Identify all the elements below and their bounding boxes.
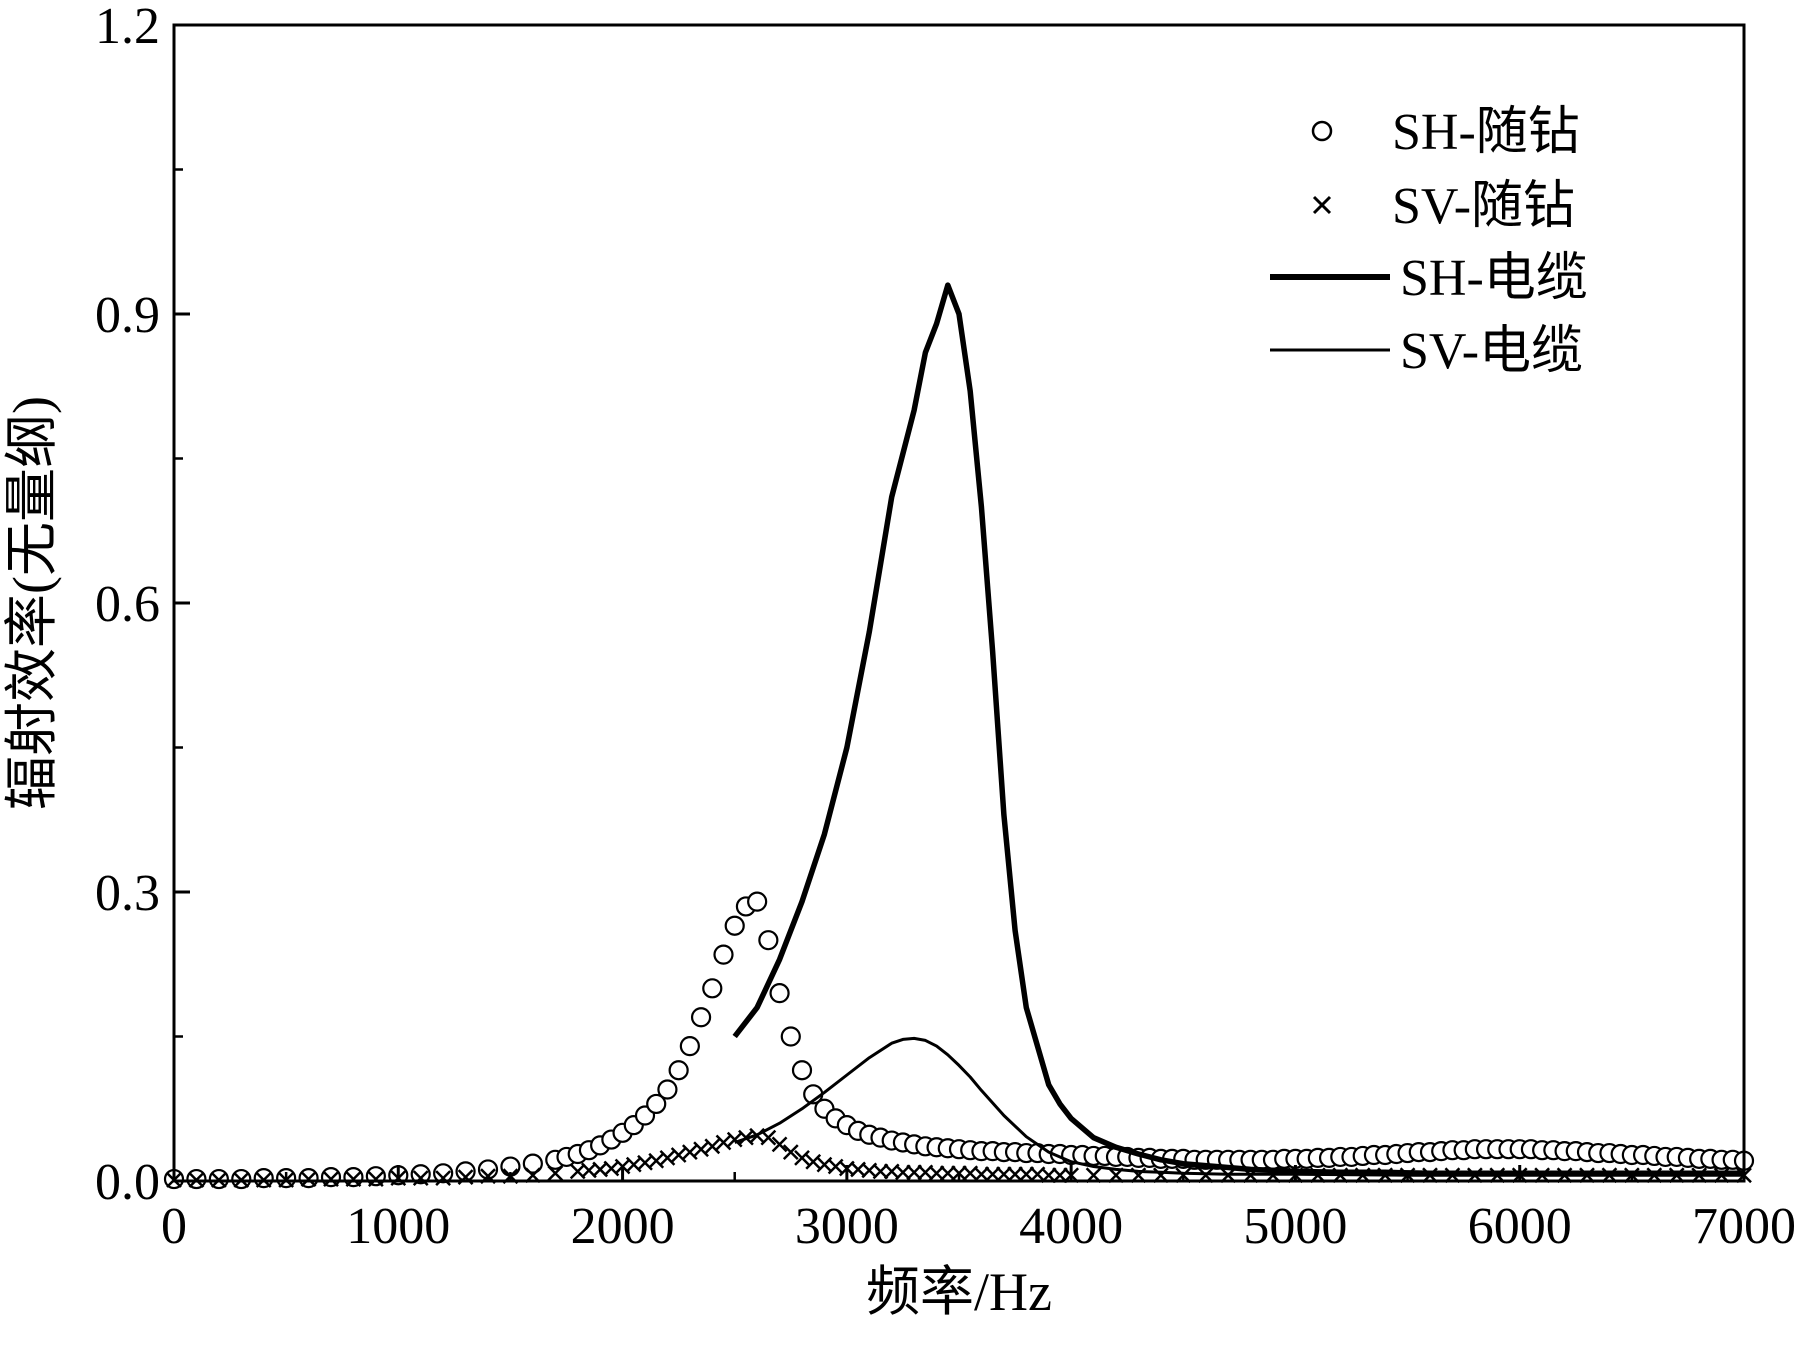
data-point — [1018, 1166, 1035, 1183]
data-point — [670, 1147, 687, 1163]
data-point — [345, 1171, 362, 1187]
legend-marker-sv-drilling — [1312, 195, 1332, 215]
data-point — [679, 1036, 700, 1057]
data-point — [412, 1170, 429, 1186]
legend-label-sv-drilling: SV-随钻 — [1392, 178, 1575, 235]
data-point — [704, 1138, 721, 1155]
series-line — [734, 1036, 1744, 1177]
data-point — [1007, 1166, 1023, 1183]
data-point — [973, 1166, 990, 1183]
y-tick-label: 0.0 — [95, 1154, 160, 1211]
legend-label-sh-drilling: SH-随钻 — [1392, 104, 1580, 161]
plot-marks — [163, 282, 1755, 1190]
x-tick-label: 4000 — [1019, 1198, 1123, 1255]
legend: SH-随钻 SV-随钻 SH-电缆 SV-电缆 — [1270, 104, 1588, 380]
data-point — [769, 983, 790, 1004]
y-tick-label: 0.3 — [95, 865, 160, 922]
data-point — [320, 1167, 342, 1188]
data-point — [906, 1164, 923, 1181]
x-tick-label: 7000 — [1692, 1198, 1796, 1255]
data-point — [300, 1171, 317, 1187]
data-point — [984, 1166, 1001, 1183]
x-tick-label: 6000 — [1468, 1198, 1572, 1255]
y-axis-ticks: 0.0 0.3 0.6 0.9 1.2 — [95, 0, 190, 1211]
data-point — [659, 1149, 676, 1166]
y-tick-label: 0.9 — [95, 287, 160, 344]
x-tick-label: 1000 — [346, 1198, 450, 1255]
data-point — [715, 1134, 732, 1151]
data-point — [668, 1060, 689, 1081]
data-point — [702, 978, 723, 999]
data-point — [805, 1153, 822, 1170]
data-point — [928, 1165, 945, 1182]
x-tick-label: 3000 — [795, 1198, 899, 1255]
data-point — [782, 1144, 799, 1160]
x-axis-title: 频率/Hz — [866, 1262, 1052, 1322]
data-point — [367, 1171, 384, 1187]
series-sv-cable — [734, 1036, 1744, 1177]
data-point — [693, 1141, 709, 1158]
data-point — [724, 915, 745, 936]
x-tick-label: 0 — [161, 1198, 187, 1255]
data-point — [646, 1093, 667, 1115]
data-point — [747, 891, 768, 912]
data-point — [791, 1060, 813, 1081]
data-point — [343, 1167, 364, 1188]
y-tick-label: 1.2 — [95, 0, 160, 55]
legend-label-sh-cable: SH-电缆 — [1400, 250, 1588, 307]
series-sh-cable — [732, 282, 1744, 1177]
data-point — [794, 1149, 810, 1166]
y-tick-label: 0.6 — [95, 576, 160, 633]
data-point — [771, 1136, 788, 1153]
data-point — [895, 1164, 911, 1181]
data-point — [410, 1164, 431, 1185]
series-sh-drilling — [163, 891, 1755, 1190]
data-point — [713, 944, 734, 965]
data-point — [323, 1171, 339, 1187]
data-point — [681, 1144, 698, 1160]
data-point — [758, 930, 779, 951]
data-point — [690, 1007, 712, 1028]
legend-marker-sh-drilling — [1311, 120, 1333, 142]
data-point — [477, 1159, 499, 1180]
series-line — [732, 282, 1744, 1177]
legend-label-sv-cable: SV-电缆 — [1400, 323, 1583, 380]
x-tick-label: 2000 — [571, 1198, 675, 1255]
y-axis-title: 辐射效率(无量纲) — [2, 396, 62, 810]
data-point — [522, 1153, 543, 1174]
data-point — [995, 1166, 1012, 1183]
data-point — [780, 1026, 801, 1047]
data-point — [657, 1079, 678, 1100]
data-point — [435, 1170, 452, 1186]
data-point — [547, 1165, 564, 1182]
data-point — [939, 1165, 956, 1182]
data-point — [253, 1168, 274, 1189]
data-point — [872, 1163, 889, 1180]
x-tick-label: 5000 — [1243, 1198, 1347, 1255]
data-point — [648, 1152, 665, 1169]
x-axis-ticks: 0 1000 2000 3000 4000 5000 6000 7000 — [161, 1165, 1796, 1255]
